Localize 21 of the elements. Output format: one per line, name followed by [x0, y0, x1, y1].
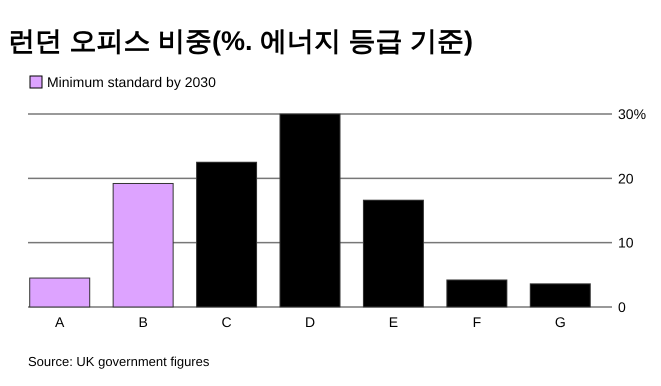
- x-tick-label: B: [138, 314, 148, 330]
- bar: [280, 114, 340, 308]
- y-tick-label: 20: [618, 170, 634, 186]
- bar: [196, 162, 258, 308]
- x-tick-label: E: [388, 314, 398, 330]
- bar: [530, 283, 591, 308]
- bar: [446, 279, 508, 308]
- y-tick-label: 30%: [618, 106, 646, 122]
- x-tick-label: A: [55, 314, 66, 330]
- legend-label: Minimum standard by 2030: [47, 74, 216, 90]
- x-tick-label: G: [554, 314, 566, 330]
- chart-title: 런던 오피스 비중(%. 에너지 등급 기준): [8, 26, 473, 56]
- bar: [112, 182, 174, 308]
- bar: [362, 200, 424, 308]
- y-tick-label: 0: [618, 299, 626, 315]
- x-tick-label: F: [472, 314, 482, 330]
- y-tick-label: 10: [618, 234, 634, 251]
- source-note: Source: UK government figures: [28, 354, 210, 369]
- x-tick-label: C: [222, 314, 232, 330]
- bar: [29, 278, 90, 308]
- x-tick-label: D: [304, 314, 316, 330]
